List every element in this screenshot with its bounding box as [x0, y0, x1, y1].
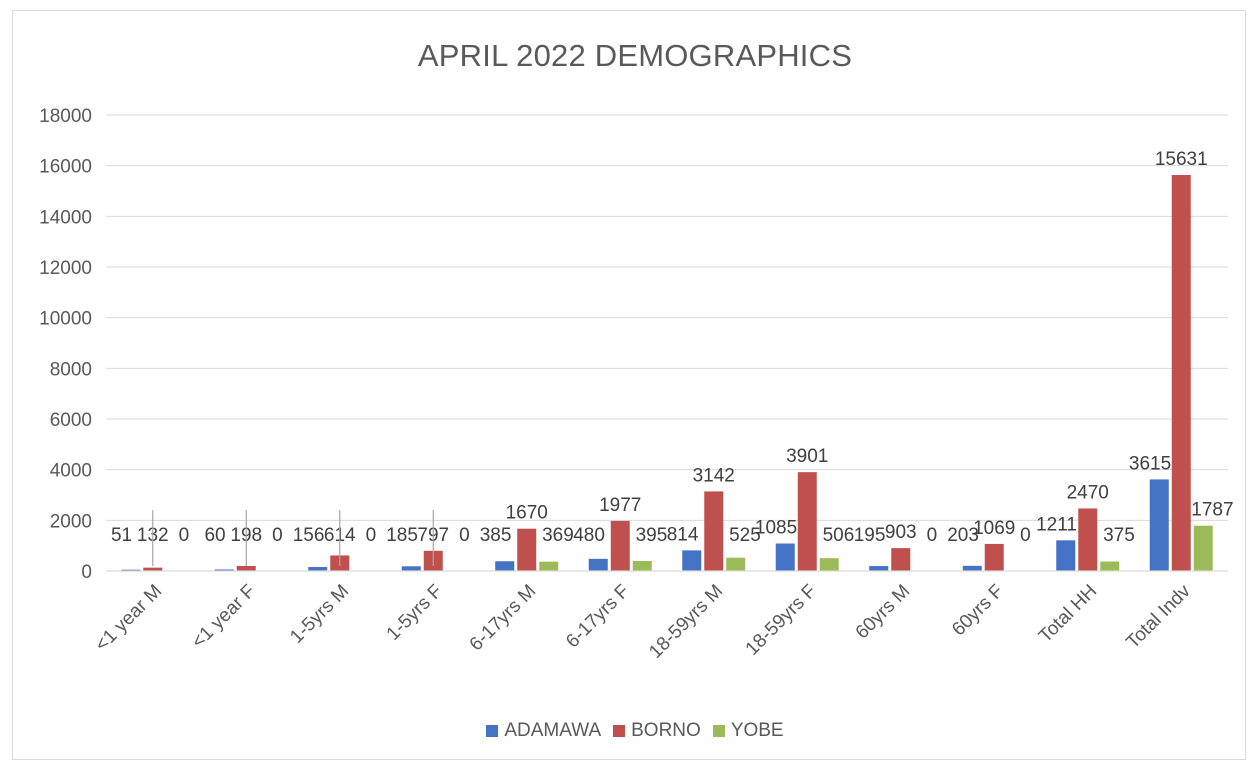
y-tick-label: 2000 — [50, 511, 92, 532]
chart-frame — [12, 10, 1246, 760]
bar-adamawa — [775, 543, 795, 571]
legend-swatch — [613, 725, 626, 737]
data-label: 0 — [179, 525, 190, 546]
bar-adamawa — [588, 558, 608, 571]
data-label: 506 — [823, 525, 855, 546]
data-label: 1211 — [1036, 514, 1077, 535]
data-label: 0 — [366, 525, 377, 546]
bar-adamawa — [962, 565, 982, 571]
data-label: 3615 — [1129, 453, 1171, 474]
data-label: 375 — [1103, 525, 1135, 546]
bar-yobe — [1100, 561, 1120, 571]
legend-item-borno: BORNO — [613, 720, 701, 742]
bar-borno — [797, 472, 817, 571]
data-label: 1977 — [599, 495, 641, 516]
y-tick-label: 0 — [81, 562, 92, 583]
x-tick-label: 18-59yrs F — [742, 581, 821, 660]
legend-swatch — [712, 725, 725, 737]
x-tick-label: 1-5yrs F — [383, 581, 447, 645]
legend-label: ADAMAWA — [504, 720, 602, 741]
bar-adamawa — [214, 569, 234, 571]
data-label: 903 — [885, 522, 917, 543]
y-tick-label: 8000 — [50, 359, 92, 380]
legend-item-adamawa: ADAMAWA — [486, 720, 601, 742]
data-label: 0 — [272, 525, 283, 546]
bar-adamawa — [1056, 540, 1076, 571]
bar-borno — [143, 567, 163, 571]
legend-swatch — [486, 725, 499, 737]
data-label: 2470 — [1067, 482, 1109, 503]
bar-adamawa — [1149, 479, 1169, 571]
data-label: 15631 — [1155, 149, 1208, 170]
x-tick-label: 1-5yrs M — [286, 581, 353, 648]
bar-borno — [236, 565, 256, 571]
data-label: 195 — [854, 525, 886, 546]
bar-yobe — [819, 558, 839, 571]
y-tick-label: 14000 — [39, 207, 92, 228]
x-tick-label: Total HH — [1035, 581, 1101, 647]
bar-yobe — [632, 560, 652, 571]
data-label: 814 — [667, 524, 699, 545]
bar-adamawa — [495, 561, 515, 571]
y-tick-label: 10000 — [39, 309, 92, 330]
data-label: 185 — [386, 525, 418, 546]
legend-label: YOBE — [730, 720, 784, 741]
data-label: 385 — [480, 525, 512, 546]
y-tick-label: 6000 — [50, 410, 92, 431]
bar-borno — [610, 520, 630, 571]
x-tick-label: <1 year M — [91, 581, 166, 656]
x-tick-label: 60yrs F — [948, 581, 1008, 641]
x-tick-label: 60yrs M — [852, 581, 915, 644]
chart-title: APRIL 2022 DEMOGRAPHICS — [417, 38, 853, 73]
bar-adamawa — [869, 566, 889, 571]
x-tick-label: 6-17yrs F — [562, 581, 634, 653]
legend-label: BORNO — [631, 720, 701, 741]
x-tick-label: 18-59yrs M — [645, 581, 727, 663]
bar-borno — [891, 548, 911, 571]
data-label: 369 — [542, 525, 574, 546]
data-label: 3142 — [693, 465, 735, 486]
bar-yobe — [726, 557, 746, 571]
data-label: 1787 — [1191, 500, 1233, 521]
x-tick-label: 6-17yrs M — [466, 581, 541, 656]
data-label: 0 — [927, 525, 938, 546]
bar-borno — [984, 543, 1004, 571]
data-label: 525 — [729, 525, 761, 546]
data-label: 203 — [947, 525, 979, 546]
data-label: 51 — [111, 525, 132, 546]
data-label: 60 — [204, 525, 225, 546]
bar-borno — [1078, 508, 1098, 571]
bar-borno — [517, 528, 537, 571]
legend-item-yobe: YOBE — [712, 720, 784, 742]
data-label: 156 — [293, 525, 325, 546]
data-label: 395 — [636, 525, 668, 546]
bar-borno — [1171, 175, 1191, 572]
bar-adamawa — [401, 566, 421, 571]
data-label: 0 — [459, 525, 470, 546]
data-label: 1670 — [506, 503, 548, 524]
data-label: 0 — [1020, 525, 1031, 546]
bar-borno — [704, 491, 724, 571]
x-tick-label: <1 year F — [188, 581, 260, 653]
data-label: 480 — [573, 525, 605, 546]
bar-yobe — [1193, 525, 1213, 571]
data-label: 1069 — [973, 518, 1015, 539]
y-tick-label: 4000 — [50, 461, 92, 482]
y-tick-label: 18000 — [39, 106, 92, 127]
data-label: 1085 — [755, 518, 797, 539]
x-tick-label: Total Indv — [1122, 580, 1195, 653]
y-tick-label: 16000 — [39, 157, 92, 178]
bar-adamawa — [682, 550, 702, 571]
y-tick-label: 12000 — [39, 258, 92, 279]
bar-adamawa — [308, 567, 328, 571]
bar-yobe — [539, 561, 559, 571]
chart-legend: ADAMAWA BORNO YOBE — [0, 720, 1248, 743]
data-label: 3901 — [786, 446, 828, 467]
bar-adamawa — [121, 569, 141, 571]
